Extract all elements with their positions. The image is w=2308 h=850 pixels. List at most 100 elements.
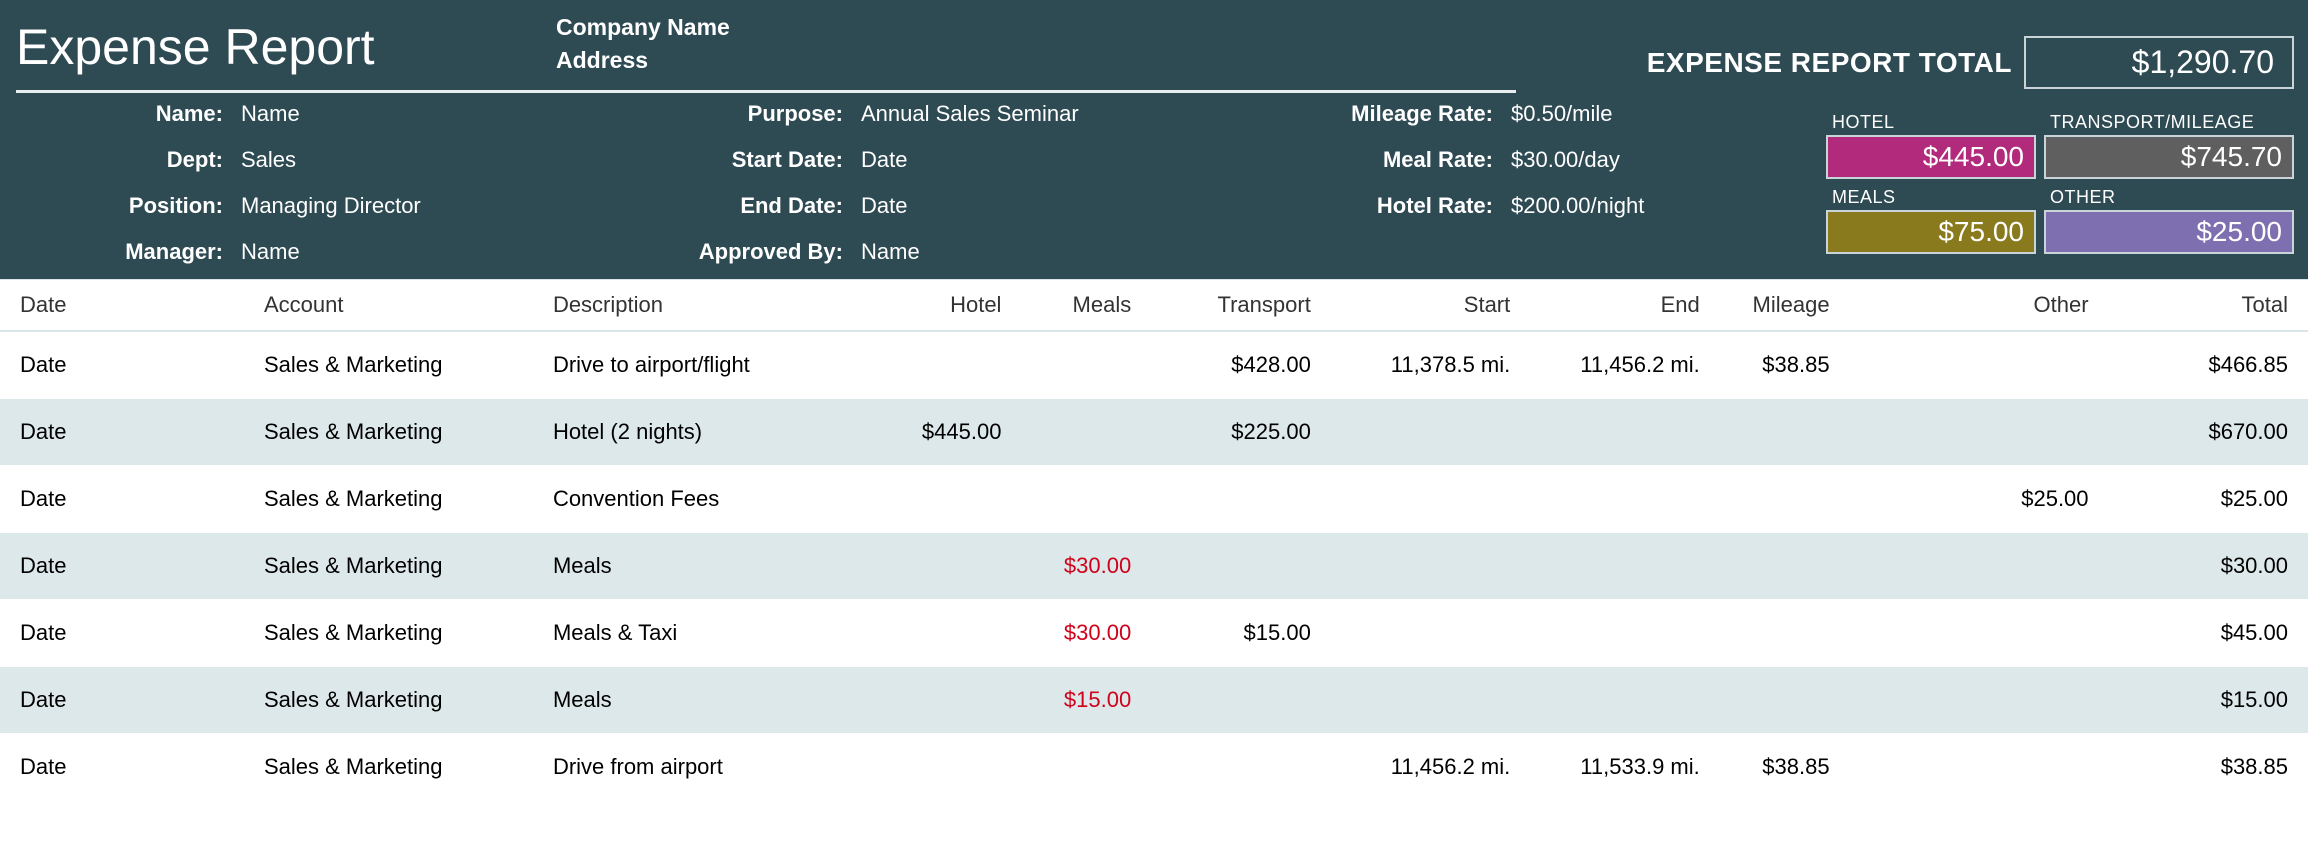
cell-total: $25.00	[2109, 466, 2308, 533]
cell-description: Meals & Taxi	[533, 600, 842, 667]
cat-hotel-label: HOTEL	[1826, 110, 2036, 135]
meta-label: End Date:	[541, 193, 861, 219]
cat-other-label: OTHER	[2044, 185, 2294, 210]
cell-other	[1850, 734, 2109, 801]
col-description: Description	[533, 280, 842, 332]
company-address: Address	[556, 47, 730, 74]
cell-description: Convention Fees	[533, 466, 842, 533]
cell-description: Hotel (2 nights)	[533, 399, 842, 466]
cat-other-value: $25.00	[2044, 210, 2294, 254]
cell-start	[1331, 466, 1530, 533]
cell-date: Date	[0, 734, 244, 801]
cell-total: $45.00	[2109, 600, 2308, 667]
cell-start: 11,456.2 mi.	[1331, 734, 1530, 801]
cell-end	[1530, 466, 1720, 533]
expense-total-value: $1,290.70	[2024, 36, 2294, 89]
cell-meals	[1021, 466, 1151, 533]
cell-hotel	[842, 667, 1022, 734]
meta-right: Mileage Rate:$0.50/mile Meal Rate:$30.00…	[1141, 101, 1731, 265]
cell-total: $38.85	[2109, 734, 2308, 801]
meta-mid: Purpose:Annual Sales Seminar Start Date:…	[541, 101, 1141, 265]
expense-table: Date Account Description Hotel Meals Tra…	[0, 279, 2308, 801]
meta-label: Meal Rate:	[1141, 147, 1511, 173]
cell-account: Sales & Marketing	[244, 734, 533, 801]
cell-start	[1331, 667, 1530, 734]
meta-label: Hotel Rate:	[1141, 193, 1511, 219]
col-total: Total	[2109, 280, 2308, 332]
meta-value: $0.50/mile	[1511, 101, 1731, 127]
report-title: Expense Report	[16, 8, 556, 76]
cell-other	[1850, 600, 2109, 667]
col-account: Account	[244, 280, 533, 332]
cell-transport	[1151, 667, 1331, 734]
cell-end	[1530, 667, 1720, 734]
cell-account: Sales & Marketing	[244, 667, 533, 734]
meta-label: Approved By:	[541, 239, 861, 265]
cell-mileage	[1720, 600, 1850, 667]
company-block: Company Name Address	[556, 8, 730, 80]
cell-start: 11,378.5 mi.	[1331, 331, 1530, 399]
table-row: DateSales & MarketingMeals$15.00$15.00	[0, 667, 2308, 734]
meta-value: Name	[861, 239, 1141, 265]
cell-date: Date	[0, 399, 244, 466]
col-date: Date	[0, 280, 244, 332]
cell-hotel	[842, 466, 1022, 533]
cell-account: Sales & Marketing	[244, 399, 533, 466]
meta-left: Name:Name Dept:Sales Position:Managing D…	[16, 101, 541, 265]
cell-hotel	[842, 331, 1022, 399]
meta-value: Date	[861, 147, 1141, 173]
cell-mileage: $38.85	[1720, 331, 1850, 399]
cell-mileage	[1720, 533, 1850, 600]
cell-description: Drive to airport/flight	[533, 331, 842, 399]
cell-description: Drive from airport	[533, 734, 842, 801]
cell-other	[1850, 399, 2109, 466]
cell-meals	[1021, 399, 1151, 466]
table-row: DateSales & MarketingConvention Fees$25.…	[0, 466, 2308, 533]
cell-total: $30.00	[2109, 533, 2308, 600]
cell-transport: $225.00	[1151, 399, 1331, 466]
header-divider	[16, 90, 1516, 93]
cell-transport: $428.00	[1151, 331, 1331, 399]
cell-start	[1331, 600, 1530, 667]
meta-value: Name	[241, 101, 541, 127]
col-start: Start	[1331, 280, 1530, 332]
meta-label: Position:	[16, 193, 241, 219]
meta-value: Annual Sales Seminar	[861, 101, 1141, 127]
cat-transport-label: TRANSPORT/MILEAGE	[2044, 110, 2294, 135]
cat-hotel-value: $445.00	[1826, 135, 2036, 179]
table-header: Date Account Description Hotel Meals Tra…	[0, 280, 2308, 332]
col-mileage: Mileage	[1720, 280, 1850, 332]
table-body: DateSales & MarketingDrive to airport/fl…	[0, 331, 2308, 801]
cell-date: Date	[0, 667, 244, 734]
report-header: Expense Report Company Name Address EXPE…	[0, 0, 2308, 279]
meta-value: Date	[861, 193, 1141, 219]
meta-value: $30.00/day	[1511, 147, 1731, 173]
cell-transport	[1151, 533, 1331, 600]
table-row: DateSales & MarketingDrive from airport 1…	[0, 734, 2308, 801]
cell-end: 11,533.9 mi.	[1530, 734, 1720, 801]
cell-total: $15.00	[2109, 667, 2308, 734]
cell-account: Sales & Marketing	[244, 331, 533, 399]
cell-description: Meals	[533, 533, 842, 600]
cell-meals: $30.00	[1021, 600, 1151, 667]
cell-end	[1530, 533, 1720, 600]
cell-date: Date	[0, 331, 244, 399]
cell-end	[1530, 600, 1720, 667]
category-summary: HOTEL $445.00 TRANSPORT/MILEAGE $745.70 …	[1826, 110, 2294, 260]
cell-meals: $15.00	[1021, 667, 1151, 734]
meta-value: Name	[241, 239, 541, 265]
cell-end	[1530, 399, 1720, 466]
cell-hotel	[842, 600, 1022, 667]
col-end: End	[1530, 280, 1720, 332]
cell-date: Date	[0, 533, 244, 600]
meta-value: Managing Director	[241, 193, 541, 219]
cell-hotel	[842, 533, 1022, 600]
meta-label: Name:	[16, 101, 241, 127]
cell-transport	[1151, 734, 1331, 801]
cell-total: $670.00	[2109, 399, 2308, 466]
meta-value: Sales	[241, 147, 541, 173]
cell-mileage	[1720, 466, 1850, 533]
table-row: DateSales & MarketingHotel (2 nights)$44…	[0, 399, 2308, 466]
cell-other	[1850, 667, 2109, 734]
cat-transport-value: $745.70	[2044, 135, 2294, 179]
